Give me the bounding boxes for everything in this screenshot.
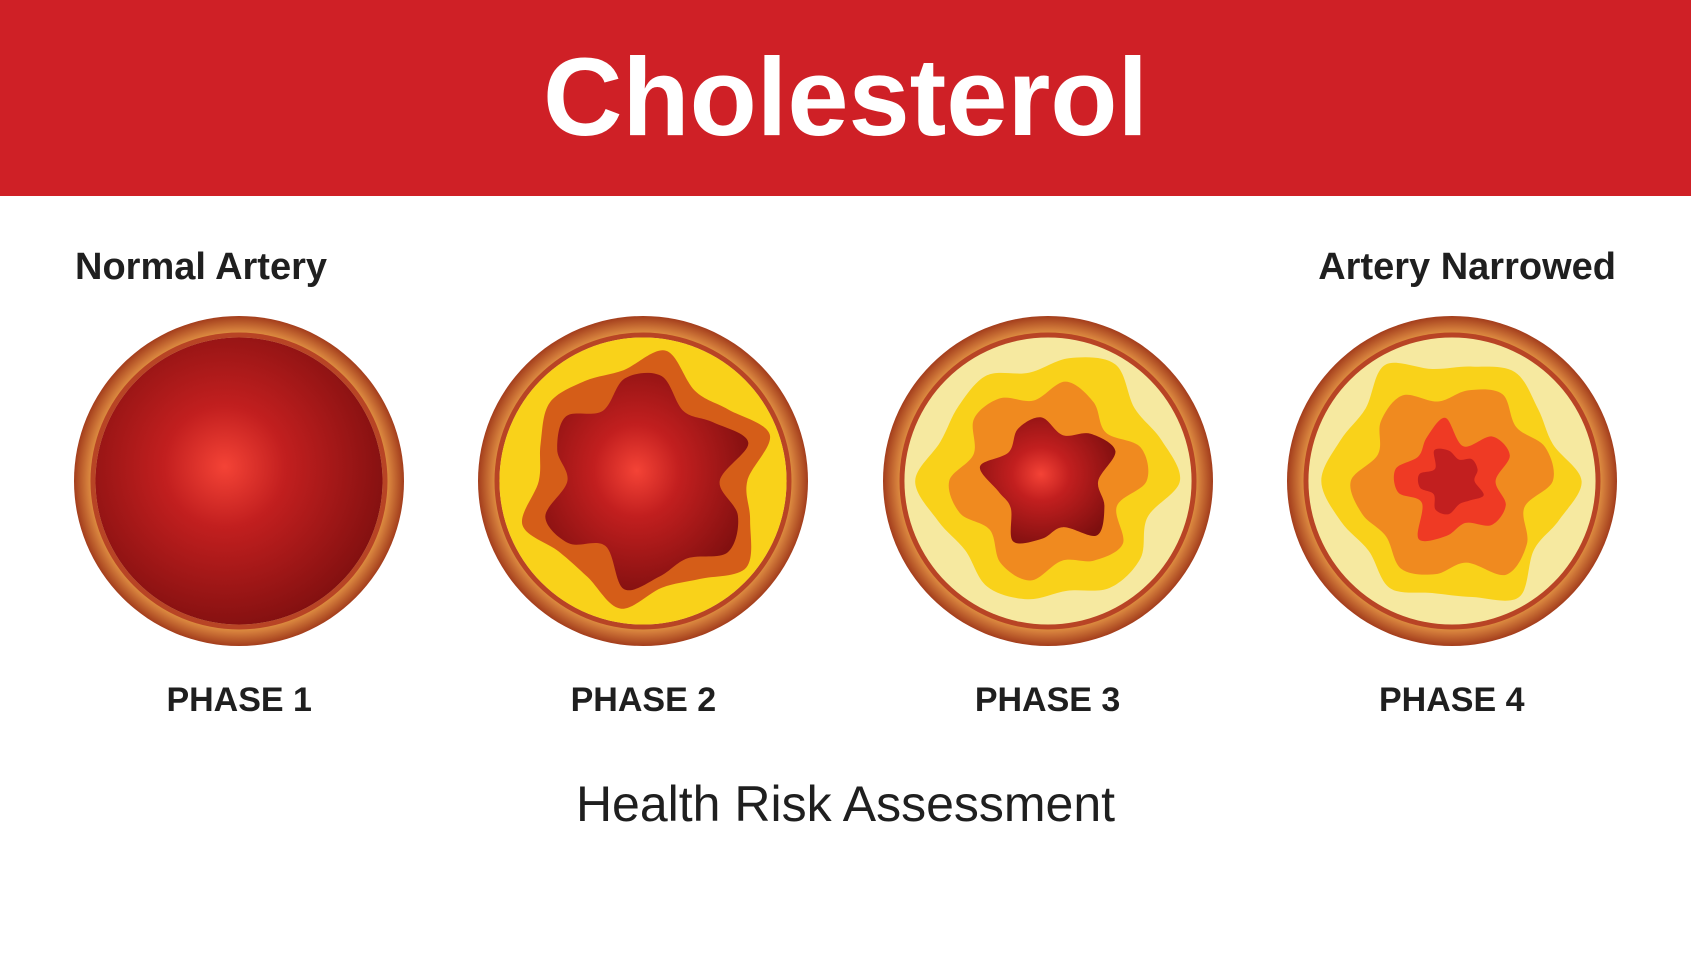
phase-label: PHASE 1 — [166, 681, 312, 720]
phase-column: PHASE 2 — [478, 316, 808, 720]
label-normal-artery: Normal Artery — [75, 246, 327, 289]
top-labels-row: Normal Artery Artery Narrowed — [0, 196, 1691, 286]
phase-column: PHASE 4 — [1287, 316, 1617, 720]
phases-row: PHASE 1 PHASE 2 PHASE 3 PHASE 4 — [0, 316, 1691, 720]
phase-label: PHASE 3 — [975, 681, 1121, 720]
phase-column: PHASE 1 — [74, 316, 404, 720]
phase-label: PHASE 2 — [571, 681, 717, 720]
artery-cross-section-icon — [883, 316, 1213, 646]
footer-title: Health Risk Assessment — [0, 775, 1691, 833]
artery-cross-section-icon — [1287, 316, 1617, 646]
artery-cross-section-icon — [478, 316, 808, 646]
artery-cross-section-icon — [74, 316, 404, 646]
label-artery-narrowed: Artery Narrowed — [1318, 246, 1616, 289]
title-banner: Cholesterol — [0, 0, 1691, 196]
title-text: Cholesterol — [543, 36, 1148, 159]
phase-column: PHASE 3 — [883, 316, 1213, 720]
phase-label: PHASE 4 — [1379, 681, 1525, 720]
